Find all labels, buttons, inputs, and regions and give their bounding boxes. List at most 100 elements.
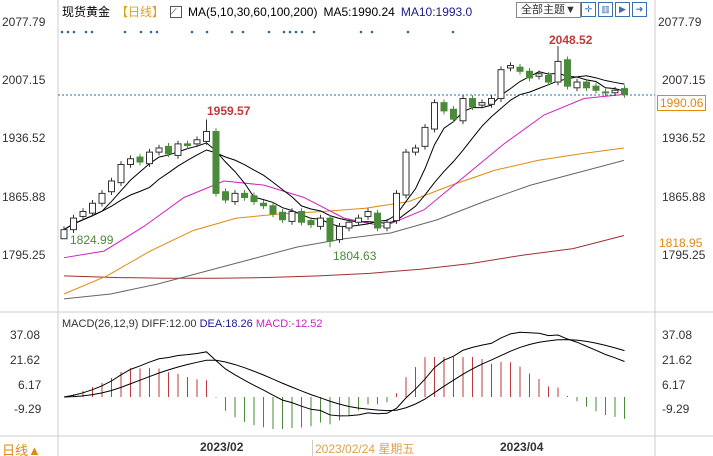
ma-price-tag: 1818.95 <box>659 236 703 250</box>
event-dot <box>205 30 209 34</box>
candle-up <box>573 81 581 89</box>
event-dot <box>139 30 143 34</box>
candle-down <box>450 108 457 120</box>
event-dot <box>66 30 70 34</box>
event-dot <box>370 30 374 34</box>
ma30-line <box>63 93 625 259</box>
period-toggle-button[interactable]: 日线▲ <box>2 443 41 456</box>
candle-down <box>260 202 267 207</box>
candle-down <box>583 81 590 89</box>
macd-axis-label: 21.62 <box>662 353 693 367</box>
candle-up <box>431 102 438 130</box>
ma5-line <box>63 71 625 231</box>
event-dot <box>288 30 292 34</box>
period-label: 【日线】 <box>116 5 165 19</box>
low-annotation: 1824.99 <box>70 233 114 247</box>
candle-down <box>545 74 552 83</box>
candle-down <box>307 220 315 226</box>
candle-up <box>488 98 495 105</box>
candle-up <box>231 192 239 203</box>
candle-up <box>70 217 77 231</box>
macd-axis-label: 6.17 <box>662 378 686 392</box>
event-dot <box>149 30 153 34</box>
candle-up <box>421 126 429 147</box>
candle-up <box>288 211 296 222</box>
macd-axis-label: 37.08 <box>10 328 41 342</box>
candle-up <box>459 98 467 122</box>
price-axis-left-label: 1865.88 <box>2 190 46 204</box>
candle-up <box>412 147 419 153</box>
theme-dropdown[interactable]: 全部主题▼ <box>516 2 581 18</box>
ma200-line <box>63 234 625 279</box>
candle-up <box>317 217 324 227</box>
candle-down <box>374 212 381 229</box>
event-dot <box>312 30 316 34</box>
candle-down <box>592 85 600 91</box>
macd-axis-label: -9.29 <box>662 402 690 416</box>
macd-axis-label: 37.08 <box>662 328 693 342</box>
instrument-title: 现货黄金 <box>62 5 111 19</box>
candle-up <box>364 211 372 217</box>
cursor-date-label: 2023/02/24 星期五 <box>312 440 414 456</box>
price-axis-right-label: 1795.25 <box>662 248 706 262</box>
event-dot <box>267 30 271 34</box>
crosshair-icon[interactable]: ✛ <box>581 2 596 17</box>
candle-down <box>269 205 277 215</box>
event-dot <box>230 30 234 34</box>
price-axis-right-label: 1865.88 <box>662 190 706 204</box>
chart-header: 现货黄金 【日线】 ⟋ MA(5,10,30,60,100,200) MA5:1… <box>62 3 472 20</box>
ma10-line <box>63 75 625 231</box>
candle-up <box>497 69 505 100</box>
exit-icon[interactable]: ➜ <box>632 2 647 17</box>
candle-down <box>250 195 258 203</box>
ma100-line <box>63 159 625 300</box>
candle-up <box>611 89 619 94</box>
candle-up <box>79 211 87 217</box>
candle-down <box>469 98 476 108</box>
candle-down <box>165 145 172 155</box>
candle-up <box>98 192 106 204</box>
event-dot <box>190 30 194 34</box>
candle-down <box>298 211 305 223</box>
candle-down <box>326 217 334 242</box>
candle-up <box>155 147 163 153</box>
current-price-tag: 1990.06 <box>657 95 707 111</box>
candle-up <box>507 65 514 69</box>
event-dot <box>84 30 88 34</box>
diff-line <box>63 331 625 417</box>
event-dot <box>123 30 127 34</box>
price-axis-right-label: 2007.15 <box>662 73 706 87</box>
candle-up <box>203 131 210 142</box>
price-axis-right-label: 2077.79 <box>658 15 702 29</box>
event-dot <box>60 30 64 34</box>
candle-up <box>174 143 182 156</box>
event-dot <box>282 30 286 34</box>
candle-down <box>212 131 220 194</box>
candle-up <box>355 217 362 223</box>
price-axis-right-label: 1936.52 <box>662 131 706 145</box>
macd-label: MACD(26,12,9) DIFF:12.00 DEA:18.26 MACD:… <box>62 318 322 330</box>
event-dot <box>294 30 298 34</box>
macd-axis-label: 6.17 <box>18 378 42 392</box>
macd-axis-label: 21.62 <box>10 353 41 367</box>
candle-down <box>602 91 609 94</box>
candle-up <box>117 163 125 184</box>
candle-up <box>193 139 201 145</box>
ma60-line <box>63 147 625 295</box>
price-axis-left-label: 2007.15 <box>2 73 46 87</box>
candle-up <box>127 158 134 165</box>
candle-up <box>383 221 391 229</box>
event-dot <box>406 30 410 34</box>
candle-down <box>222 191 229 201</box>
ma-label: MA(5,10,30,60,100,200) <box>188 4 318 19</box>
macd-params: MACD(26,12,9) <box>62 318 139 330</box>
ma-chart-icon[interactable]: ⟋ <box>170 5 183 18</box>
layout-icon[interactable]: ▥ <box>598 2 613 17</box>
play-icon[interactable]: ▶ <box>615 2 630 17</box>
event-dot <box>359 30 363 34</box>
event-dot <box>241 30 245 34</box>
macd-value: MACD:-12.52 <box>255 318 323 330</box>
dea-value: DEA:18.26 <box>199 318 253 330</box>
